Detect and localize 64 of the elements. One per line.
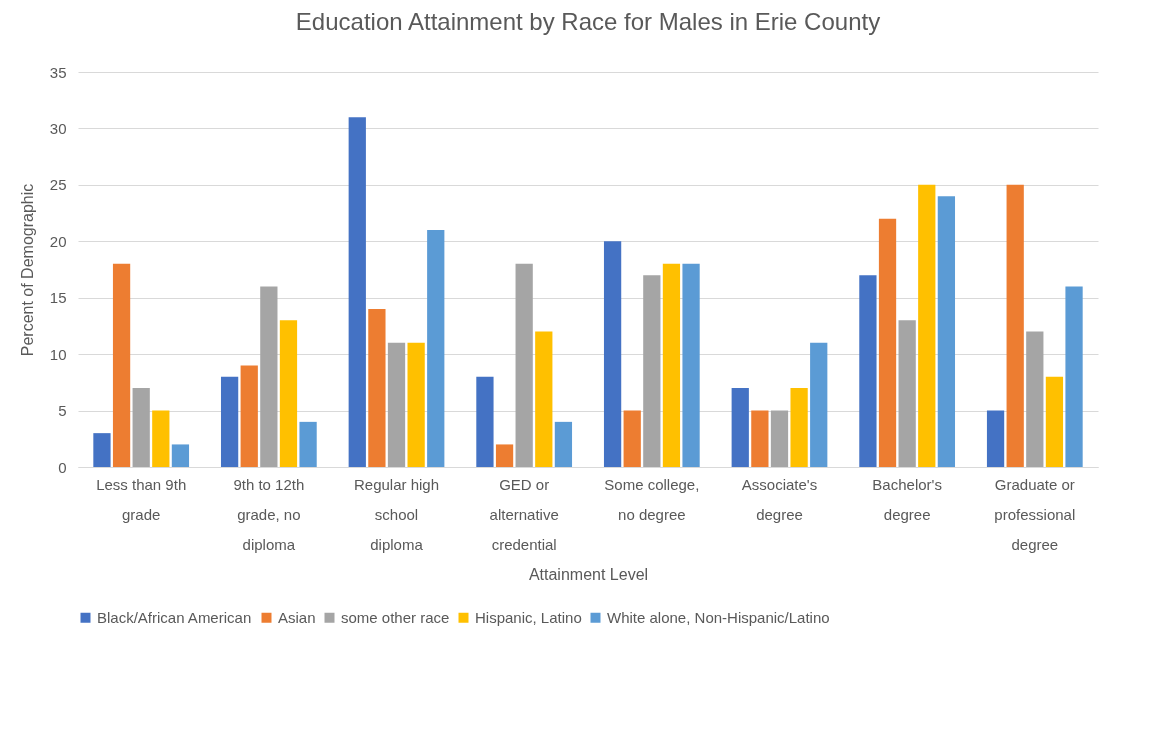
bar bbox=[682, 263, 700, 467]
y-tick-label: 25 bbox=[49, 176, 67, 194]
bar bbox=[643, 275, 661, 467]
y-tick-label: 10 bbox=[49, 345, 67, 363]
x-tick-label: Associate's degree bbox=[741, 475, 818, 523]
bar bbox=[790, 388, 808, 467]
bar bbox=[495, 444, 514, 467]
y-tick-label: 30 bbox=[49, 119, 67, 137]
bar bbox=[1065, 286, 1083, 467]
x-tick-label: Less than 9th grade bbox=[96, 475, 187, 523]
y-tick-label: 15 bbox=[49, 289, 67, 307]
bar bbox=[1045, 376, 1064, 467]
bar bbox=[427, 230, 445, 467]
bar bbox=[348, 117, 366, 467]
x-tick-label: GED or alternative credential bbox=[489, 475, 559, 553]
bar bbox=[535, 331, 553, 467]
bar bbox=[1006, 184, 1024, 467]
y-axis-title: Percent of Demographic bbox=[18, 183, 36, 357]
bar bbox=[387, 342, 406, 467]
legend-label: Hispanic, Latino bbox=[475, 608, 582, 626]
bar bbox=[112, 263, 131, 467]
bar bbox=[603, 241, 622, 467]
y-tick-label: 20 bbox=[49, 232, 67, 250]
y-tick-label: 35 bbox=[49, 63, 67, 81]
legend-label: White alone, Non-Hispanic/Latino bbox=[607, 608, 830, 626]
bar bbox=[770, 410, 789, 467]
bar bbox=[1026, 331, 1044, 467]
bar bbox=[878, 218, 897, 467]
x-tick-label: Regular high school diploma bbox=[353, 475, 440, 553]
bar bbox=[986, 410, 1005, 467]
bar bbox=[937, 196, 956, 467]
bar bbox=[260, 286, 278, 467]
legend-label: Asian bbox=[278, 608, 316, 626]
x-tick-label: 9th to 12th grade, no diploma bbox=[233, 475, 305, 553]
bar bbox=[407, 342, 425, 467]
bar bbox=[93, 433, 111, 467]
bar bbox=[368, 309, 386, 467]
bar bbox=[859, 275, 877, 467]
x-axis-title: Attainment Level bbox=[528, 565, 649, 583]
bar bbox=[918, 184, 936, 467]
bar bbox=[279, 320, 298, 467]
bar bbox=[220, 376, 239, 467]
bar bbox=[515, 263, 533, 467]
bar bbox=[240, 365, 258, 467]
bar bbox=[662, 263, 681, 467]
legend-label: some other race bbox=[341, 608, 450, 626]
x-tick-label: Bachelor's degree bbox=[872, 475, 942, 523]
bar bbox=[299, 421, 317, 467]
x-tick-label: Graduate or professional degree bbox=[994, 475, 1076, 553]
chart-title: Education Attainment by Race for Males in Erie County bbox=[295, 8, 881, 35]
y-tick-label: 5 bbox=[58, 402, 67, 420]
bar bbox=[476, 376, 494, 467]
bar bbox=[731, 388, 749, 467]
bar bbox=[751, 410, 769, 467]
bar bbox=[898, 320, 916, 467]
legend-label: Black/African American bbox=[97, 608, 252, 626]
bar bbox=[132, 388, 150, 467]
bar bbox=[623, 410, 641, 467]
bar bbox=[152, 410, 170, 467]
bar bbox=[171, 444, 190, 467]
x-tick-label: Some college, no degree bbox=[604, 475, 700, 523]
y-tick-label: 0 bbox=[58, 458, 67, 476]
bar bbox=[810, 342, 828, 467]
bar bbox=[554, 421, 573, 467]
